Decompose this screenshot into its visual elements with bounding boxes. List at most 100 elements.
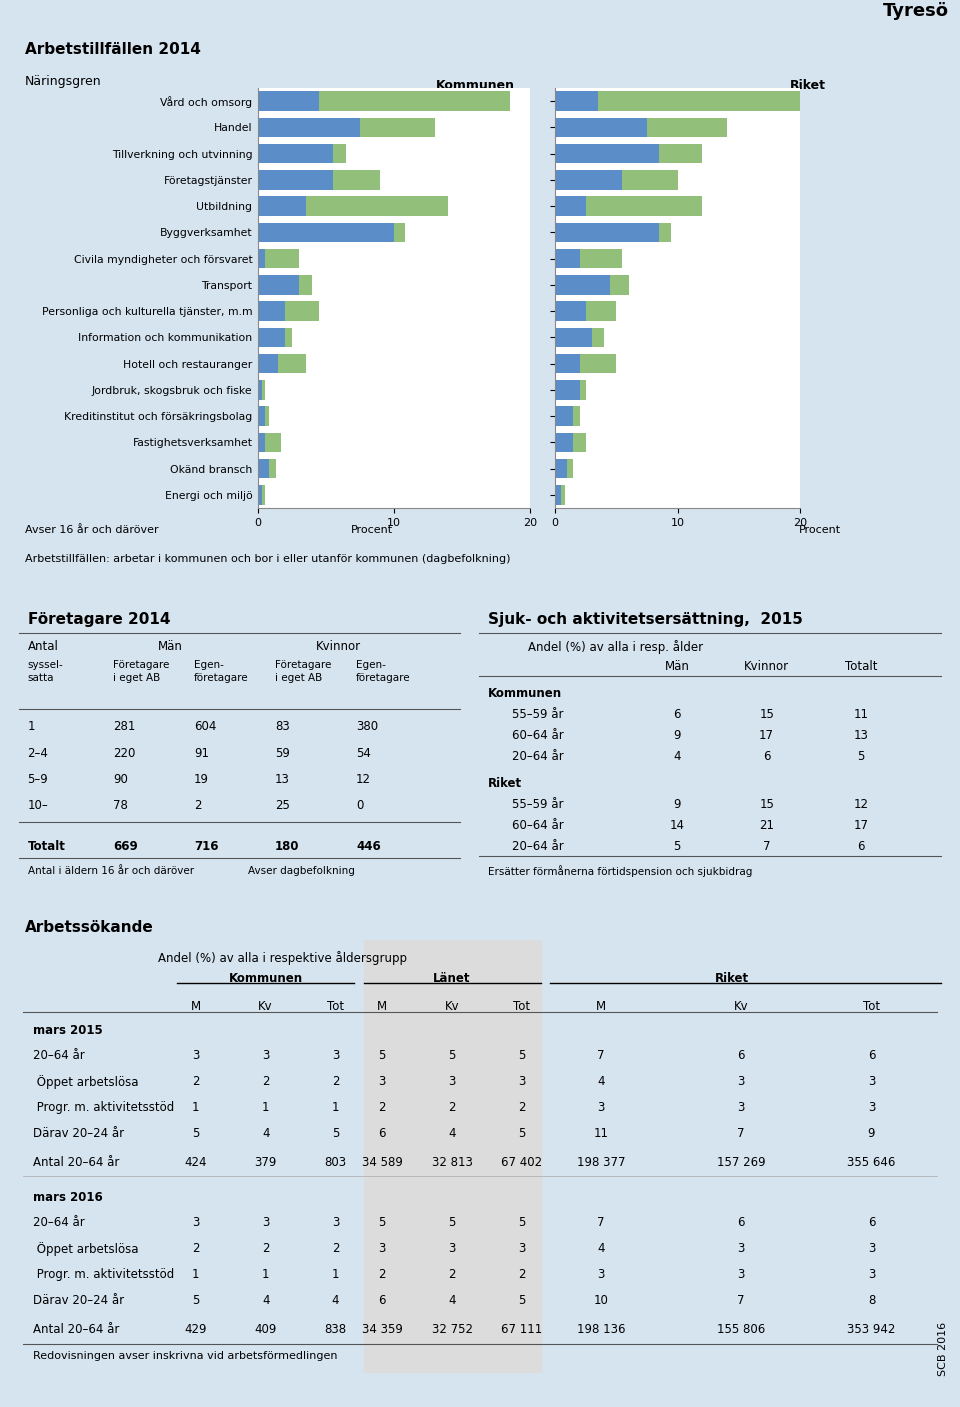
Text: 12: 12	[356, 772, 371, 787]
Text: 2: 2	[378, 1102, 386, 1114]
Bar	[258, 328, 285, 348]
Text: Kvinnor: Kvinnor	[316, 640, 361, 653]
Text: Totalt: Totalt	[845, 660, 877, 674]
Text: 6: 6	[673, 708, 681, 720]
Text: Kv: Kv	[733, 1000, 748, 1013]
Bar	[591, 328, 604, 348]
Text: 220: 220	[113, 747, 135, 760]
Text: Kv: Kv	[444, 1000, 459, 1013]
Text: 2–4: 2–4	[28, 747, 48, 760]
Bar	[285, 328, 292, 348]
Text: Företagare
i eget AB: Företagare i eget AB	[113, 660, 169, 684]
Bar	[586, 197, 702, 215]
Bar	[555, 485, 562, 505]
Bar	[573, 407, 580, 426]
Text: 281: 281	[113, 720, 135, 733]
Bar	[555, 380, 580, 400]
Text: 155 806: 155 806	[717, 1323, 765, 1337]
Text: 5: 5	[448, 1216, 456, 1228]
Bar	[611, 274, 629, 294]
Bar	[258, 407, 265, 426]
Text: 4: 4	[448, 1127, 456, 1140]
Bar	[258, 380, 262, 400]
Text: Riket: Riket	[714, 972, 749, 985]
Text: 3: 3	[192, 1216, 200, 1228]
Text: 1: 1	[192, 1268, 200, 1280]
Text: 3: 3	[192, 1050, 200, 1062]
Bar	[555, 91, 598, 111]
Text: Progr. m. aktivitetsstöd: Progr. m. aktivitetsstöd	[33, 1268, 174, 1280]
Text: Egen-
företagare: Egen- företagare	[194, 660, 249, 684]
Text: Antal 20–64 år: Antal 20–64 år	[33, 1157, 119, 1169]
Text: Kommunen: Kommunen	[436, 79, 515, 91]
Text: Öppet arbetslösa: Öppet arbetslösa	[33, 1075, 138, 1089]
Text: 12: 12	[853, 798, 869, 812]
Text: 9: 9	[673, 729, 681, 741]
Text: 3: 3	[378, 1242, 386, 1255]
Text: Kv: Kv	[258, 1000, 273, 1013]
Text: Arbetstillfällen: arbetar i kommunen och bor i eller utanför kommunen (dagbefolk: Arbetstillfällen: arbetar i kommunen och…	[25, 554, 511, 564]
Text: 669: 669	[113, 840, 137, 853]
Text: 1: 1	[332, 1102, 339, 1114]
Text: 6: 6	[737, 1050, 745, 1062]
Text: 54: 54	[356, 747, 371, 760]
Text: 4: 4	[597, 1075, 605, 1088]
Text: 4: 4	[597, 1242, 605, 1255]
Text: 716: 716	[194, 840, 219, 853]
Text: 1: 1	[262, 1268, 270, 1280]
Bar	[562, 485, 564, 505]
Text: Redovisningen avser inskrivna vid arbetsförmedlingen: Redovisningen avser inskrivna vid arbets…	[33, 1351, 337, 1362]
Bar	[580, 380, 586, 400]
Text: 3: 3	[868, 1102, 876, 1114]
Bar	[364, 940, 540, 1373]
Bar	[580, 249, 622, 269]
Bar	[555, 432, 573, 452]
Text: 3: 3	[868, 1268, 876, 1280]
Text: 25: 25	[275, 799, 290, 812]
Text: 34 359: 34 359	[362, 1323, 402, 1337]
Text: 5–9: 5–9	[28, 772, 48, 787]
Text: Därav 20–24 år: Därav 20–24 år	[33, 1294, 124, 1307]
Bar	[258, 197, 305, 215]
Bar	[278, 353, 305, 373]
Text: 32 752: 32 752	[432, 1323, 472, 1337]
Text: 6: 6	[857, 840, 865, 853]
Text: Sjuk- och aktivitetsersättning,  2015: Sjuk- och aktivitetsersättning, 2015	[489, 612, 803, 628]
Text: mars 2016: mars 2016	[33, 1192, 103, 1204]
Text: 13: 13	[275, 772, 290, 787]
Text: 8: 8	[868, 1294, 876, 1307]
Bar	[265, 407, 269, 426]
Text: 91: 91	[194, 747, 209, 760]
Bar	[580, 353, 616, 373]
Bar	[555, 459, 567, 478]
Text: 803: 803	[324, 1157, 347, 1169]
Text: 198 377: 198 377	[577, 1157, 625, 1169]
Text: 21: 21	[759, 819, 774, 833]
Bar	[258, 170, 333, 190]
Text: 4: 4	[262, 1127, 270, 1140]
Bar	[305, 197, 448, 215]
Text: 2: 2	[448, 1268, 456, 1280]
Bar	[567, 459, 573, 478]
Bar	[555, 118, 647, 138]
Text: 9: 9	[673, 798, 681, 812]
Bar	[299, 274, 312, 294]
Text: Kommunen: Kommunen	[228, 972, 302, 985]
Bar	[258, 485, 262, 505]
Bar	[258, 274, 299, 294]
Bar	[258, 301, 285, 321]
Text: Företagare
i eget AB: Företagare i eget AB	[275, 660, 331, 684]
Text: SCB 2016: SCB 2016	[938, 1321, 948, 1376]
Text: 1: 1	[332, 1268, 339, 1280]
Bar	[319, 91, 510, 111]
Text: 67 402: 67 402	[501, 1157, 542, 1169]
Bar	[647, 118, 727, 138]
Text: Antal i äldern 16 år och däröver: Antal i äldern 16 år och däröver	[28, 867, 194, 877]
Text: Antal: Antal	[28, 640, 59, 653]
Text: 3: 3	[868, 1075, 876, 1088]
Text: Näringsgren: Näringsgren	[25, 75, 102, 87]
Text: 60–64 år: 60–64 år	[512, 729, 564, 741]
Text: 2: 2	[192, 1075, 200, 1088]
Text: Tot: Tot	[327, 1000, 344, 1013]
Text: 2: 2	[192, 1242, 200, 1255]
